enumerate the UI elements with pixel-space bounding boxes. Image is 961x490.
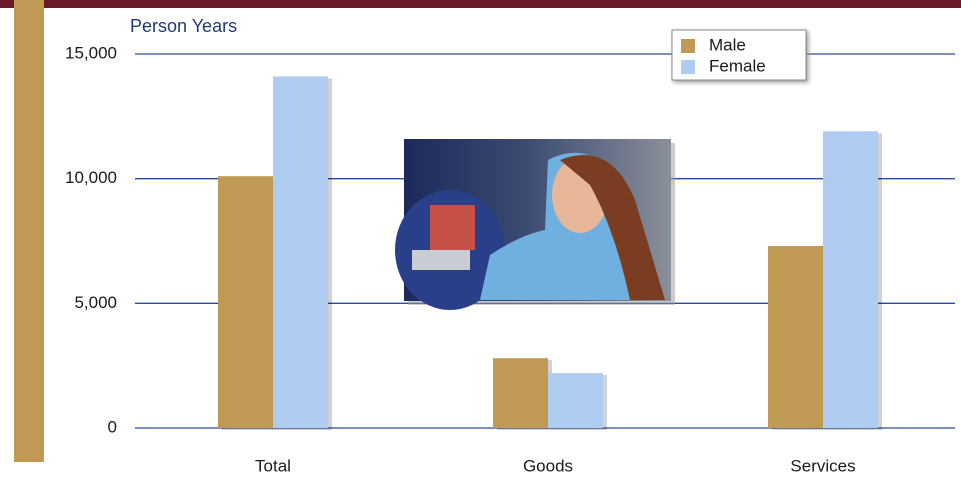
photo xyxy=(395,139,675,310)
y-tick-label: 5,000 xyxy=(74,293,117,312)
top-bar xyxy=(0,0,961,8)
y-axis-title: Person Years xyxy=(130,16,237,36)
legend-label: Male xyxy=(709,35,746,54)
bar xyxy=(823,131,878,428)
bar xyxy=(548,373,603,428)
x-tick-label: Goods xyxy=(523,456,573,475)
bar xyxy=(218,176,273,428)
side-stripe xyxy=(14,0,44,462)
legend-swatch xyxy=(681,39,695,53)
legend-label: Female xyxy=(709,56,766,75)
bar xyxy=(493,358,548,428)
x-tick-label: Total xyxy=(255,456,291,475)
y-tick-label: 15,000 xyxy=(65,43,117,62)
x-tick-label: Services xyxy=(790,456,855,475)
bar xyxy=(768,245,823,428)
y-tick-label: 0 xyxy=(108,417,117,436)
legend-swatch xyxy=(681,60,695,74)
bar xyxy=(273,76,328,428)
legend: Male Female xyxy=(671,29,807,81)
y-tick-label: 10,000 xyxy=(65,168,117,187)
